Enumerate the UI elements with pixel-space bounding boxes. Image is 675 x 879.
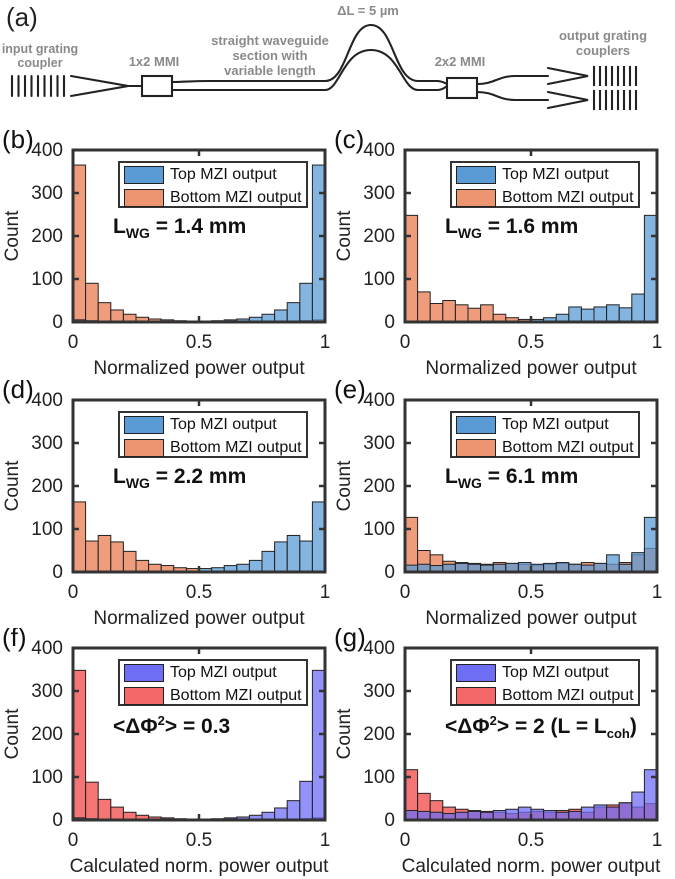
svg-text:200: 200 — [363, 226, 395, 247]
svg-text:(c): (c) — [334, 130, 364, 154]
svg-text:1: 1 — [652, 830, 663, 851]
svg-text:Count: Count — [334, 460, 355, 511]
svg-text:100: 100 — [31, 519, 63, 540]
svg-text:0: 0 — [400, 830, 411, 851]
svg-text:0: 0 — [384, 810, 395, 831]
svg-text:0: 0 — [68, 582, 79, 603]
svg-text:100: 100 — [31, 269, 63, 290]
svg-text:0: 0 — [52, 312, 63, 333]
svg-text:Normalized power output: Normalized power output — [93, 358, 305, 378]
svg-text:400: 400 — [363, 638, 395, 659]
svg-text:(b): (b) — [2, 130, 34, 154]
svg-text:1: 1 — [652, 332, 663, 353]
svg-text:0: 0 — [400, 582, 411, 603]
svg-text:300: 300 — [31, 681, 63, 702]
svg-text:0.5: 0.5 — [186, 332, 212, 353]
svg-text:400: 400 — [31, 638, 63, 659]
svg-text:Count: Count — [2, 460, 23, 511]
svg-text:100: 100 — [363, 767, 395, 788]
svg-text:400: 400 — [31, 390, 63, 411]
svg-text:200: 200 — [31, 226, 63, 247]
svg-text:300: 300 — [363, 433, 395, 454]
svg-text:Calculated norm. power output: Calculated norm. power output — [402, 856, 661, 876]
svg-text:Count: Count — [334, 708, 355, 759]
svg-text:Calculated norm. power output: Calculated norm. power output — [70, 856, 329, 876]
svg-text:0: 0 — [384, 312, 395, 333]
svg-text:300: 300 — [363, 681, 395, 702]
svg-text:300: 300 — [31, 433, 63, 454]
svg-text:200: 200 — [363, 476, 395, 497]
svg-text:100: 100 — [363, 519, 395, 540]
svg-text:0: 0 — [68, 332, 79, 353]
svg-text:1: 1 — [652, 582, 663, 603]
svg-text:300: 300 — [31, 183, 63, 204]
svg-text:Count: Count — [2, 708, 23, 759]
svg-text:0.5: 0.5 — [518, 582, 544, 603]
svg-text:0: 0 — [400, 332, 411, 353]
svg-text:0.5: 0.5 — [186, 830, 212, 851]
svg-text:0: 0 — [52, 562, 63, 583]
svg-text:Normalized power output: Normalized power output — [425, 358, 637, 378]
svg-text:Count: Count — [2, 210, 23, 261]
svg-text:300: 300 — [363, 183, 395, 204]
svg-text:Count: Count — [334, 210, 355, 261]
svg-text:100: 100 — [31, 767, 63, 788]
svg-text:Normalized power output: Normalized power output — [93, 608, 305, 628]
svg-text:0: 0 — [68, 830, 79, 851]
svg-text:0.5: 0.5 — [518, 830, 544, 851]
svg-text:200: 200 — [31, 476, 63, 497]
svg-text:400: 400 — [363, 390, 395, 411]
svg-text:(f): (f) — [2, 628, 27, 652]
svg-text:1: 1 — [320, 830, 331, 851]
svg-text:(d): (d) — [2, 380, 34, 404]
svg-text:100: 100 — [363, 269, 395, 290]
svg-text:400: 400 — [363, 140, 395, 161]
svg-text:400: 400 — [31, 140, 63, 161]
svg-text:0.5: 0.5 — [186, 582, 212, 603]
svg-text:1: 1 — [320, 332, 331, 353]
svg-text:(e): (e) — [334, 380, 366, 404]
svg-text:0: 0 — [52, 810, 63, 831]
svg-text:0: 0 — [384, 562, 395, 583]
svg-text:200: 200 — [363, 724, 395, 745]
svg-text:(g): (g) — [334, 628, 366, 652]
svg-text:Normalized power output: Normalized power output — [425, 608, 637, 628]
svg-text:0.5: 0.5 — [518, 332, 544, 353]
svg-text:1: 1 — [320, 582, 331, 603]
svg-text:200: 200 — [31, 724, 63, 745]
